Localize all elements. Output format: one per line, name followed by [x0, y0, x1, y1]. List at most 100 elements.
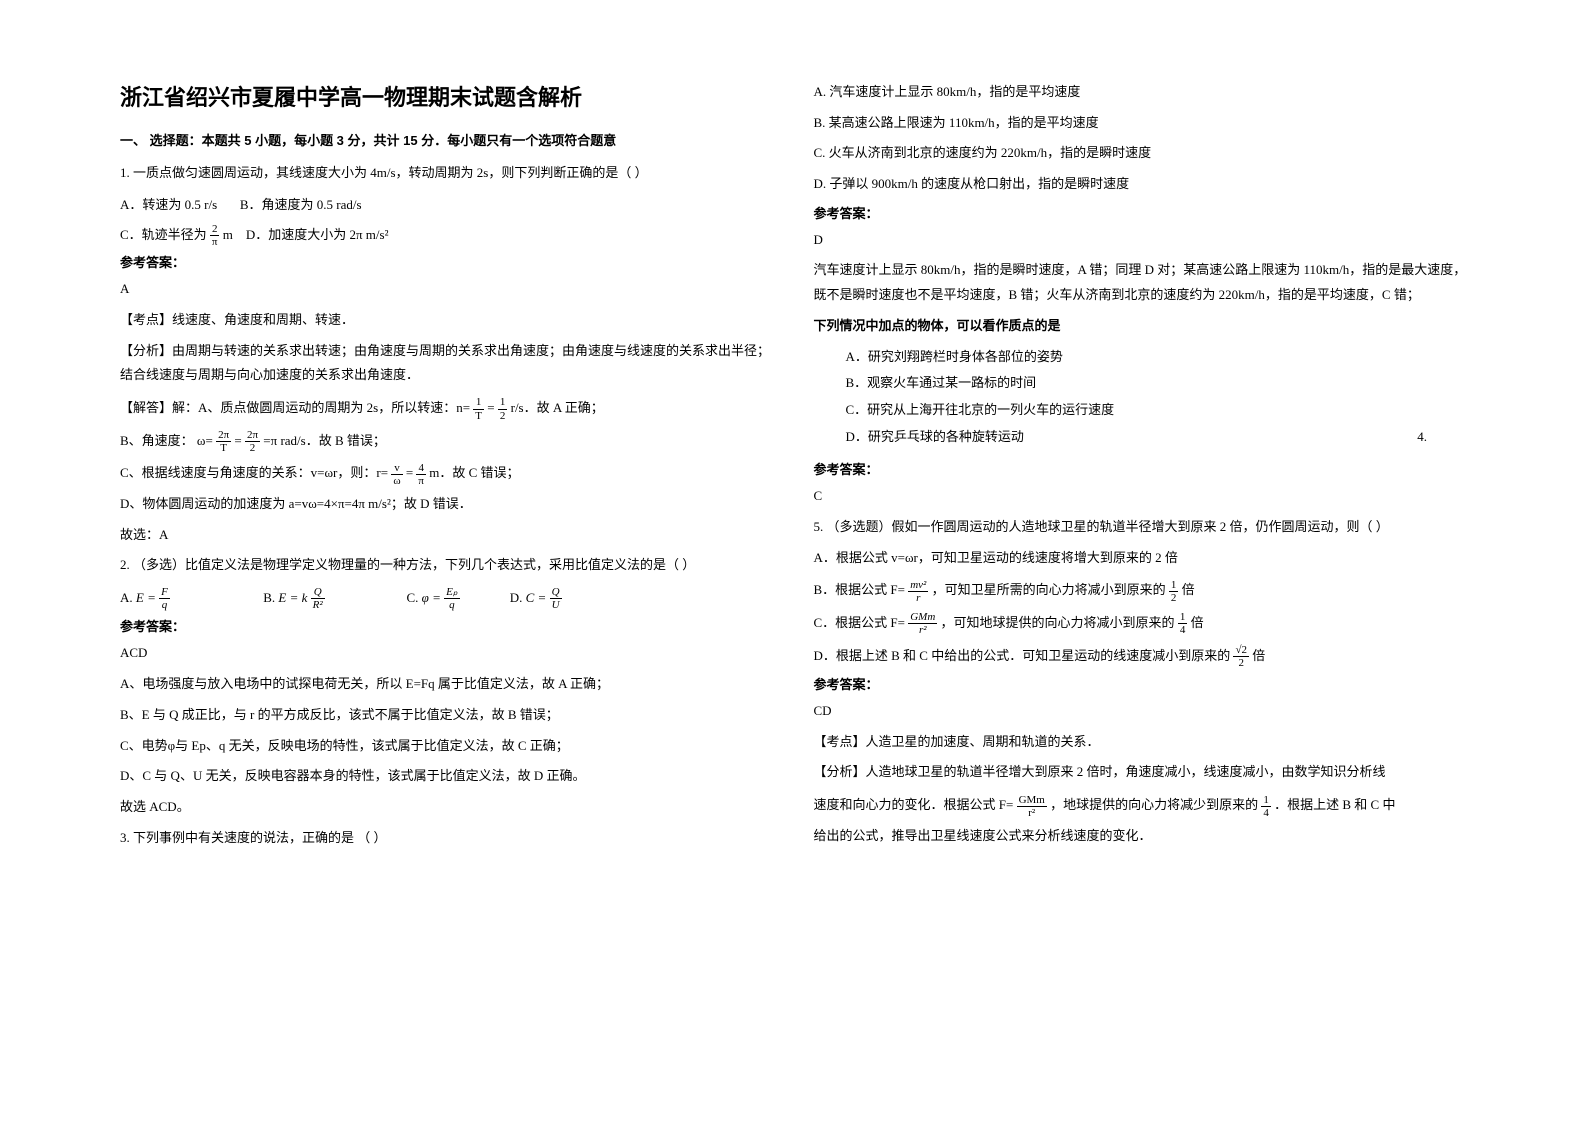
- q2-opt-b: B. E = k Q R²: [263, 584, 403, 613]
- q3-opt-a: A. 汽车速度计上显示 80km/h，指的是平均速度: [814, 80, 1468, 105]
- lhs: E =: [136, 590, 156, 605]
- num: mv²: [908, 579, 928, 592]
- num: GMm: [908, 611, 937, 624]
- frac: √2 2: [1233, 644, 1249, 669]
- frac: mv² r: [908, 579, 928, 604]
- lhs: E = k: [278, 590, 307, 605]
- den: r²: [908, 624, 937, 636]
- q2-options: A. E = F q B. E = k Q R² C. φ = Eₚ q D.: [120, 584, 774, 613]
- eq: =: [234, 433, 241, 448]
- left-column: 浙江省绍兴市夏履中学高一物理期末试题含解析 一、 选择题：本题共 5 小题，每小…: [100, 80, 794, 1082]
- frac: F q: [159, 586, 170, 611]
- q1-stem: 1. 一质点做匀速圆周运动，其线速度大小为 4m/s，转动周期为 2s，则下列判…: [120, 161, 774, 186]
- den: 2: [245, 442, 260, 454]
- q1-answer-label: 参考答案：: [120, 252, 774, 271]
- q5-a3: 速度和向心力的变化．根据公式 F= GMm r² ，地球提供的向心力将减少到原来…: [814, 791, 1468, 820]
- num: 1: [1169, 579, 1179, 592]
- num: 1: [498, 396, 508, 409]
- q5-a2: 【分析】人造地球卫星的轨道半径增大到原来 2 倍时，角速度减小，线速度减小，由数…: [814, 760, 1468, 785]
- q1-row-ab: A．转速为 0.5 r/s B．角速度为 0.5 rad/s: [120, 192, 774, 218]
- num: √2: [1233, 644, 1249, 657]
- q4-stem: 下列情况中加点的物体，可以看作质点的是: [814, 314, 1468, 339]
- den: T: [216, 442, 231, 454]
- q1-answer: A: [120, 277, 774, 302]
- label: A.: [120, 590, 133, 605]
- q5-opt-c: C．根据公式 F= GMm r² ，可知地球提供的向心力将减小到原来的 1 4 …: [814, 609, 1468, 638]
- frac: 1 T: [473, 396, 484, 421]
- q2-conclude: 故选 ACD。: [120, 795, 774, 820]
- q2-answer-label: 参考答案：: [120, 616, 774, 635]
- num: 2π: [216, 429, 231, 442]
- den: 4: [1261, 807, 1271, 819]
- text: r/s．故 A 正确；: [511, 400, 604, 415]
- num: GMm: [1017, 794, 1047, 807]
- q1-solve-b: B、角速度： ω= 2π T = 2π 2 =π rad/s．故 B 错误；: [120, 427, 774, 456]
- den: 2: [1169, 592, 1179, 604]
- q1-row-cd: C．轨迹半径为 2 π m D．加速度大小为 2π m/s²: [120, 222, 774, 249]
- q3-stem: 3. 下列事例中有关速度的说法，正确的是 （ ）: [120, 826, 774, 851]
- q1-solve-d: D、物体圆周运动的加速度为 a=vω=4×π=4π m/s²；故 D 错误．: [120, 492, 774, 517]
- num: v: [391, 462, 402, 475]
- q5-answer-label: 参考答案：: [814, 674, 1468, 693]
- text: 倍: [1252, 648, 1265, 663]
- q1-optc-pre: C．轨迹半径为: [120, 227, 207, 242]
- q5-stem: 5. （多选题）假如一作圆周运动的人造地球卫星的轨道半径增大到原来 2 倍，仍作…: [814, 515, 1468, 540]
- q5-opt-b: B．根据公式 F= mv² r ，可知卫星所需的向心力将减小到原来的 1 2 倍: [814, 576, 1468, 605]
- text: ，可知地球提供的向心力将减小到原来的: [941, 615, 1175, 630]
- q2-a2: B、E 与 Q 成正比，与 r 的平方成反比，该式不属于比值定义法，故 B 错误…: [120, 703, 774, 728]
- q5-a1: 【考点】人造卫星的加速度、周期和轨道的关系．: [814, 730, 1468, 755]
- frac: 2π T: [216, 429, 231, 454]
- num: 1: [1178, 611, 1188, 624]
- q4-opt-c: C．研究从上海开往北京的一列火车的运行速度: [846, 398, 1468, 423]
- eq: =: [487, 400, 494, 415]
- q4-opt-d-row: D．研究乒乓球的各种旋转运动 4.: [814, 425, 1468, 456]
- frac: 1 4: [1261, 794, 1271, 819]
- text: B．根据公式 F=: [814, 582, 905, 597]
- q2-a3: C、电势φ与 Ep、q 无关，反映电场的特性，该式属于比值定义法，故 C 正确；: [120, 734, 774, 759]
- frac: 1 2: [498, 396, 508, 421]
- text: B、角速度：: [120, 433, 194, 448]
- eq: =: [406, 465, 413, 480]
- num: Q: [311, 586, 325, 599]
- text: ．根据上述 B 和 C 中: [1274, 797, 1395, 812]
- q2-a1: A、电场强度与放入电场中的试探电荷无关，所以 E=Fq 属于比值定义法，故 A …: [120, 672, 774, 697]
- num: 2π: [245, 429, 260, 442]
- text: D．根据上述 B 和 C 中给出的公式．可知卫星运动的线速度减小到原来的: [814, 648, 1231, 663]
- den: r: [908, 592, 928, 604]
- frac: 1 2: [1169, 579, 1179, 604]
- q1-conclude: 故选：A: [120, 523, 774, 548]
- q3-opt-d: D. 子弹以 900km/h 的速度从枪口射出，指的是瞬时速度: [814, 172, 1468, 197]
- frac: 4 π: [416, 462, 426, 487]
- q2-stem: 2. （多选）比值定义法是物理学定义物理量的一种方法，下列几个表达式，采用比值定…: [120, 553, 774, 578]
- q1-opt-a: A．转速为 0.5 r/s: [120, 197, 217, 212]
- q4-answer-label: 参考答案：: [814, 459, 1468, 478]
- q4-opt-b: B．观察火车通过某一路标的时间: [846, 371, 1468, 396]
- q5-opt-a: A．根据公式 v=ωr，可知卫星运动的线速度将增大到原来的 2 倍: [814, 546, 1468, 571]
- label: C.: [407, 590, 419, 605]
- num: 1: [1261, 794, 1271, 807]
- frac: Eₚ q: [444, 586, 459, 611]
- num: Eₚ: [444, 586, 459, 599]
- q5-opt-d: D．根据上述 B 和 C 中给出的公式．可知卫星运动的线速度减小到原来的 √2 …: [814, 642, 1468, 671]
- q4-answer: C: [814, 484, 1468, 509]
- q5-a4: 给出的公式，推导出卫星线速度公式来分析线速度的变化．: [814, 824, 1468, 849]
- num: 4: [416, 462, 426, 475]
- den: R²: [311, 599, 325, 611]
- right-column: A. 汽车速度计上显示 80km/h，指的是平均速度 B. 某高速公路上限速为 …: [794, 80, 1488, 1082]
- text: 【解答】解：A、质点做圆周运动的周期为 2s，所以转速：n=: [120, 400, 470, 415]
- expr: ω=: [197, 433, 213, 448]
- q3-opt-b: B. 某高速公路上限速为 110km/h，指的是平均速度: [814, 111, 1468, 136]
- den: q: [444, 599, 459, 611]
- den: ω: [391, 475, 402, 487]
- den: 2: [498, 410, 508, 422]
- num: 1: [473, 396, 484, 409]
- text: 倍: [1182, 582, 1195, 597]
- q4-opt-d: D．研究乒乓球的各种旋转运动: [846, 425, 1024, 450]
- frac-num: 2: [210, 223, 220, 236]
- q2-opt-d: D. C = Q U: [510, 584, 650, 613]
- den: r²: [1017, 807, 1047, 819]
- num: F: [159, 586, 170, 599]
- frac: Q U: [550, 586, 562, 611]
- frac: 1 4: [1178, 611, 1188, 636]
- q1-solve-c: C、根据线速度与角速度的关系：v=ωr，则：r= v ω = 4 π m．故 C…: [120, 459, 774, 488]
